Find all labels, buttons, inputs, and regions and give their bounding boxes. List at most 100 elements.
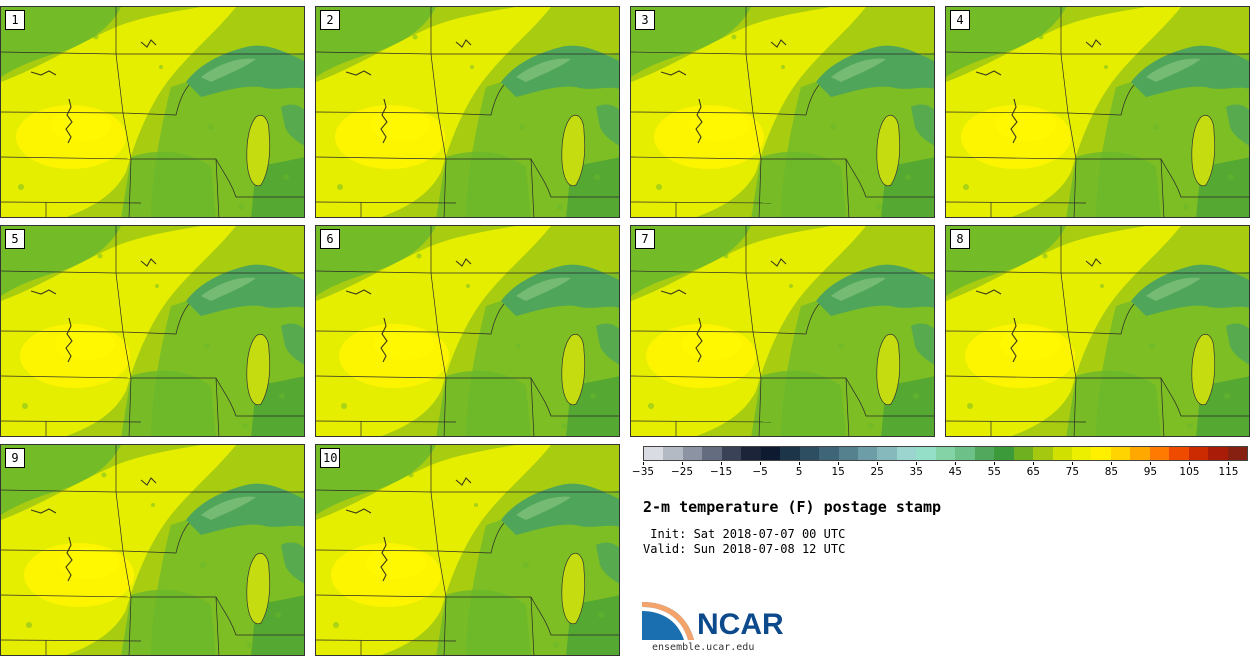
colorbar-swatch	[1052, 447, 1072, 460]
colorbar-swatch	[935, 447, 956, 460]
colorbar-swatch	[1130, 447, 1150, 460]
colorbar-tick-label: 15	[831, 466, 845, 478]
colorbar-tick	[1189, 462, 1191, 465]
colorbar-swatch	[916, 447, 936, 460]
colorbar-tick	[721, 462, 723, 465]
colorbar-swatch	[1071, 447, 1092, 460]
colorbar-tick	[643, 462, 644, 465]
colorbar-tick-label: −25	[670, 466, 694, 478]
member-number-label: 3	[635, 10, 655, 30]
colorbar-tick-label: 75	[1065, 466, 1080, 478]
temperature-map	[1, 445, 304, 655]
member-number-label: 2	[320, 10, 340, 30]
colorbar-tick-label: 55	[987, 466, 1001, 478]
temperature-map	[1, 226, 304, 436]
colorbar-swatch	[1013, 447, 1034, 460]
colorbar-tick	[682, 462, 684, 465]
colorbar-swatch	[857, 447, 878, 460]
colorbar-tick	[1228, 462, 1230, 465]
colorbar-swatch	[702, 447, 722, 460]
member-panel-9: 9	[0, 444, 305, 656]
temperature-map	[316, 445, 619, 655]
member-panel-2: 2	[315, 6, 620, 218]
member-number-label: 10	[320, 448, 341, 468]
colorbar-tick-label: 35	[909, 466, 923, 478]
member-number-label: 7	[635, 229, 655, 249]
ncar-logo-text: NCAR	[697, 608, 784, 641]
colorbar-tick	[838, 462, 840, 465]
colorbar-swatch	[1227, 447, 1248, 460]
colorbar-swatch	[994, 447, 1014, 460]
colorbar-swatch	[1188, 447, 1209, 460]
member-panel-10: 10	[315, 444, 620, 656]
member-panel-1: 1	[0, 6, 305, 218]
plot-title: 2-m temperature (F) postage stamp	[643, 498, 942, 516]
colorbar-swatch	[1208, 447, 1228, 460]
colorbar-swatch	[780, 447, 800, 460]
temperature-map	[316, 7, 619, 217]
colorbar-tick-labels: −35 −25 −15 −5 5 15 25 35 45 55 65 75 85 95 105 115	[632, 462, 1248, 482]
colorbar-swatch	[721, 447, 742, 460]
member-panel-7: 7	[630, 225, 935, 437]
colorbar-swatch	[1091, 447, 1111, 460]
member-number-label: 4	[950, 10, 970, 30]
colorbar-swatch	[1033, 447, 1053, 460]
member-panel-3: 3	[630, 6, 935, 218]
colorbar-tick	[799, 462, 801, 465]
colorbar-tick	[916, 462, 918, 465]
colorbar-tick-label: 115	[1218, 466, 1239, 478]
colorbar-tick	[994, 462, 996, 465]
colorbar-swatch	[663, 447, 683, 460]
member-number-label: 9	[5, 448, 25, 468]
temperature-map	[631, 7, 934, 217]
colorbar-tick	[1072, 462, 1074, 465]
member-number-label: 5	[5, 229, 25, 249]
ncar-logo-icon	[642, 602, 694, 640]
colorbar-swatch	[644, 447, 664, 460]
member-panel-8: 8	[945, 225, 1250, 437]
colorbar-swatch	[819, 447, 839, 460]
colorbar-tick	[877, 462, 879, 465]
site-url[interactable]: ensemble.ucar.edu	[652, 642, 755, 653]
colorbar-tick-label: 25	[870, 466, 884, 478]
colorbar-swatch	[838, 447, 858, 460]
member-panel-6: 6	[315, 225, 620, 437]
colorbar	[643, 446, 1248, 461]
member-panel-5: 5	[0, 225, 305, 437]
colorbar-tick-label: 65	[1026, 466, 1040, 478]
member-number-label: 6	[320, 229, 340, 249]
colorbar-tick-label: −5	[752, 466, 768, 478]
colorbar-swatch	[682, 447, 703, 460]
colorbar-swatch	[877, 447, 897, 460]
colorbar-swatch	[760, 447, 781, 460]
temperature-map	[631, 226, 934, 436]
temperature-map	[946, 7, 1249, 217]
member-panel-4: 4	[945, 6, 1250, 218]
colorbar-swatch	[741, 447, 761, 460]
colorbar-swatch	[896, 447, 917, 460]
colorbar-tick-label: −35	[631, 466, 655, 478]
colorbar-swatch	[955, 447, 975, 460]
colorbar-swatch	[799, 447, 820, 460]
colorbar-tick-label: −15	[709, 466, 733, 478]
colorbar-tick	[1033, 462, 1035, 465]
colorbar-tick-label: 45	[948, 466, 962, 478]
valid-time: Valid: Sun 2018-07-08 12 UTC	[643, 542, 846, 556]
colorbar-tick-label: 95	[1143, 466, 1158, 478]
temperature-map	[1, 7, 304, 217]
colorbar-tick-label: 85	[1104, 466, 1119, 478]
colorbar-tick	[1150, 462, 1152, 465]
temperature-map	[316, 226, 619, 436]
colorbar-tick	[955, 462, 957, 465]
colorbar-tick	[760, 462, 762, 465]
init-time: Init: Sat 2018-07-07 00 UTC	[643, 527, 846, 541]
colorbar-swatch	[1149, 447, 1170, 460]
colorbar-swatch	[974, 447, 995, 460]
colorbar-swatch	[1110, 447, 1131, 460]
temperature-map	[946, 226, 1249, 436]
member-number-label: 1	[5, 10, 25, 30]
colorbar-tick-label: 105	[1179, 466, 1200, 478]
colorbar-tick	[1111, 462, 1113, 465]
member-number-label: 8	[950, 229, 970, 249]
colorbar-tick-label: 5	[795, 466, 803, 478]
